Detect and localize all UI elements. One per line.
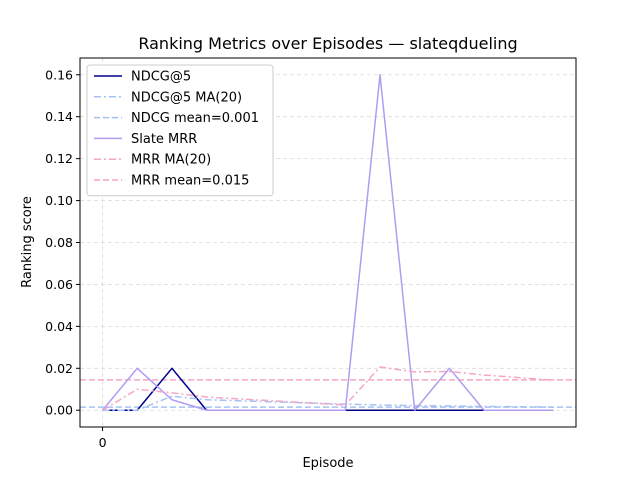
series-slate-mrr	[101, 74, 554, 411]
legend-label-mrr-mean-0-015: MRR mean=0.015	[131, 174, 249, 189]
y-tick-label: 0.16	[45, 67, 73, 82]
y-tick-label: 0.00	[45, 403, 73, 418]
legend-label-ndcg-5-ma-20: NDCG@5 MA(20)	[131, 90, 242, 105]
x-axis-ticks: 0	[99, 427, 107, 450]
x-axis-label: Episode	[302, 456, 353, 471]
legend-label-mrr-ma-20: MRR MA(20)	[131, 153, 211, 168]
legend: NDCG@5 NDCG@5 MA(20) NDCG mean=0.001 Slate …	[86, 64, 274, 197]
y-tick-label: 0.06	[45, 277, 73, 292]
y-tick-label: 0.10	[45, 193, 73, 208]
y-tick-label: 0.08	[45, 235, 73, 250]
legend-label-ndcg-mean-0-001: NDCG mean=0.001	[131, 111, 259, 126]
y-tick-label: 0.02	[45, 361, 73, 376]
chart-title: Ranking Metrics over Episodes — slateqdu…	[138, 34, 517, 53]
y-tick-label: 0.14	[45, 109, 73, 124]
y-axis-ticks: 0.00 0.02 0.04 0.06 0.08 0.10 0.12 0.14 0.16	[45, 67, 80, 418]
legend-box	[86, 64, 274, 197]
y-axis-label: Ranking score	[20, 196, 35, 288]
x-tick-label: 0	[99, 435, 107, 450]
series-ndcg-5	[102, 367, 554, 411]
y-tick-label: 0.04	[45, 319, 73, 334]
series-mrr-ma-20	[102, 366, 554, 411]
y-tick-label: 0.12	[45, 151, 73, 166]
legend-label-ndcg-5: NDCG@5	[131, 70, 191, 85]
series-lines	[101, 74, 554, 411]
legend-label-slate-mrr: Slate MRR	[131, 132, 197, 147]
